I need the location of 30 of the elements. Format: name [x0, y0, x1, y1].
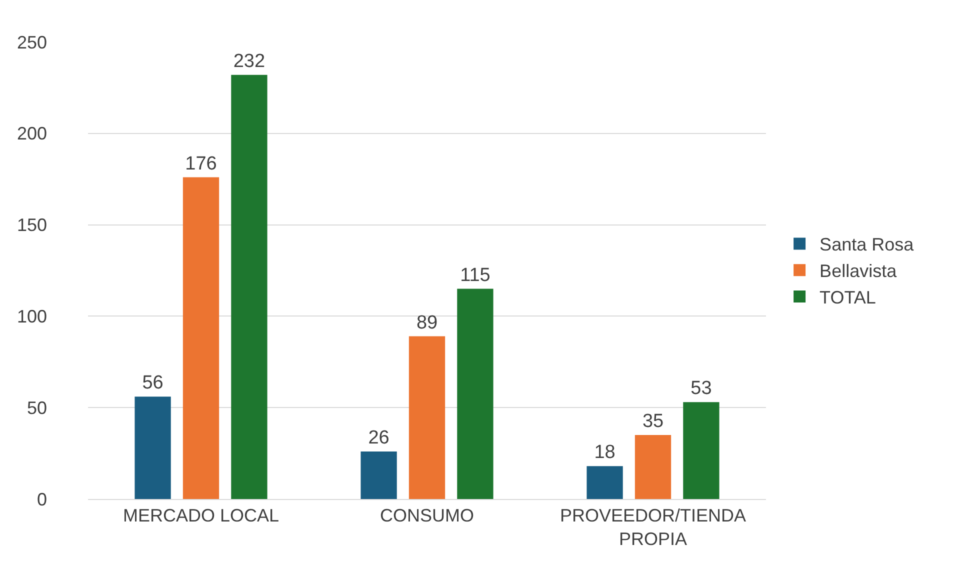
bar — [182, 177, 220, 499]
bar — [586, 466, 623, 499]
data-label: 35 — [642, 411, 664, 432]
data-label: 18 — [594, 442, 616, 464]
bar — [134, 396, 171, 499]
y-tick-label: 100 — [16, 306, 47, 326]
x-tick-label: CONSUMO — [380, 506, 474, 526]
data-label: 89 — [416, 312, 438, 334]
y-tick-label: 0 — [36, 489, 47, 510]
bar — [360, 451, 397, 499]
legend-label: Bellavista — [820, 261, 898, 282]
data-label: 26 — [368, 427, 390, 448]
legend-label: Santa Rosa — [820, 234, 915, 255]
y-tick-label: 50 — [26, 398, 47, 418]
y-tick-label: 200 — [16, 124, 47, 144]
bar — [408, 336, 446, 499]
bar — [457, 288, 494, 499]
legend-label: TOTAL — [820, 288, 876, 308]
y-tick-label: 150 — [16, 215, 47, 236]
data-label: 115 — [460, 264, 490, 286]
x-tick-label: PROVEEDOR/TIENDA PROPIA — [560, 506, 746, 549]
data-label: 232 — [233, 50, 266, 72]
data-label: 53 — [690, 378, 712, 400]
bar — [634, 435, 672, 499]
bar — [231, 74, 268, 499]
y-tick-label: 250 — [16, 32, 47, 52]
data-label: 176 — [185, 153, 217, 174]
bar — [683, 402, 720, 499]
data-label: 56 — [142, 372, 164, 394]
x-tick-label: MERCADO LOCAL — [122, 506, 280, 526]
